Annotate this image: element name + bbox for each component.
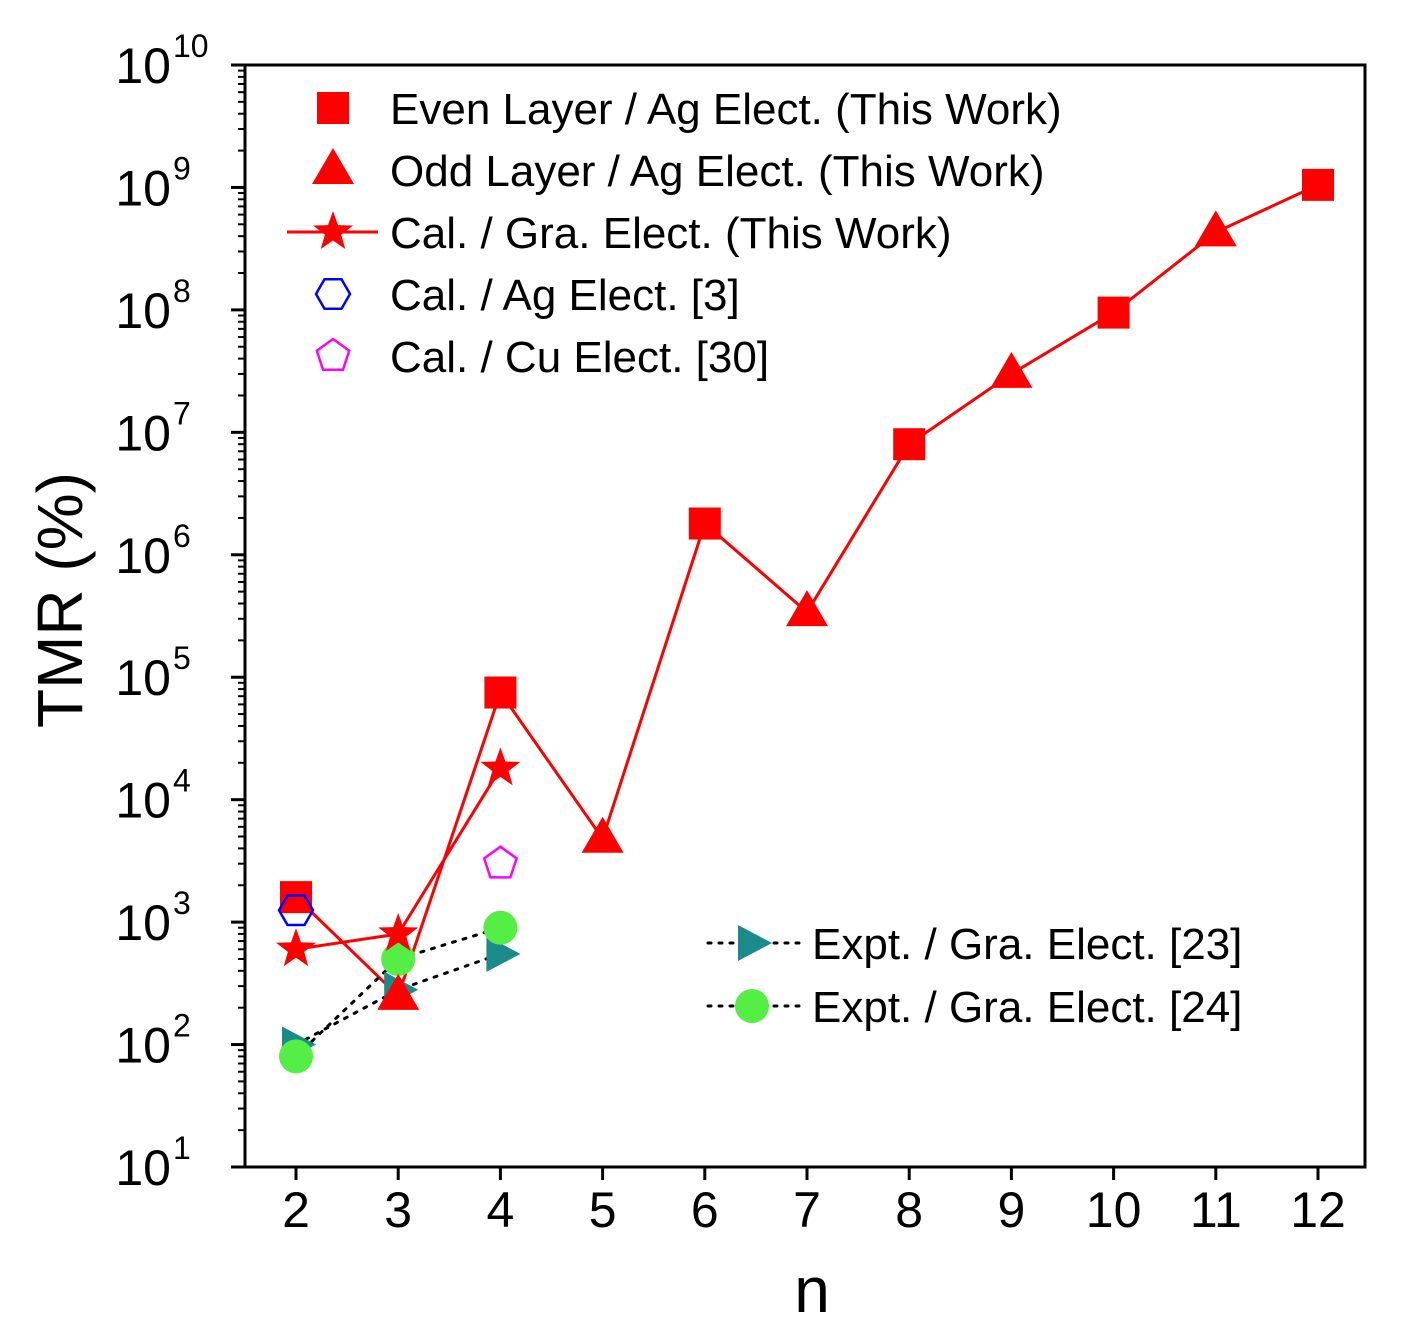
y-tick-label: 10 [115,405,171,461]
series-1-point [377,973,420,1010]
series-0-point [484,676,517,709]
y-tick-exponent: 3 [173,885,191,921]
y-tick-exponent: 1 [173,1130,191,1166]
y-tick-label: 10 [115,773,171,829]
x-tick-label: 11 [1190,1182,1242,1238]
y-tick-label: 10 [115,895,171,951]
legend-label: Cal. / Gra. Elect. (This Work) [390,209,952,258]
series-1-point [786,590,828,627]
series-0-point [280,881,312,914]
y-tick-label: 10 [115,1018,171,1074]
series-2-point [276,928,316,967]
x-tick-label: 12 [1290,1182,1346,1238]
series-2-point [480,747,521,786]
x-tick-label: 10 [1086,1182,1142,1238]
x-tick-label: 9 [997,1182,1025,1238]
series-1-point [990,351,1033,388]
y-tick-label: 10 [115,650,171,706]
series-1-point [1194,210,1237,247]
y-tick-exponent: 2 [173,1008,191,1044]
series-6-point [483,910,518,945]
y-tick-exponent: 5 [173,640,191,676]
series-0-point [1302,168,1334,201]
x-tick-label: 8 [895,1182,923,1238]
y-tick-exponent: 10 [173,28,209,64]
legend-label: Expt. / Gra. Elect. [23] [812,920,1242,969]
x-tick-label: 4 [486,1182,514,1238]
series-0-point [1097,296,1130,329]
series-4-point [482,845,519,879]
legend-marker [313,211,353,249]
legend-marker [317,92,349,124]
y-tick-label: 10 [115,1140,171,1196]
legend-marker [735,989,769,1023]
plot-marks [276,168,1334,1074]
series-6-point [279,1039,313,1074]
series-1-point [581,816,624,853]
series-6-point [381,941,416,976]
y-tick-exponent: 7 [173,395,191,431]
legend-marker [314,278,352,310]
x-tick-label: 2 [282,1182,310,1238]
x-tick-label: 5 [589,1182,617,1238]
plot-frame [243,63,1367,1169]
legend-marker [312,148,354,184]
series-0-point [893,428,926,461]
y-tick-label: 10 [115,528,171,584]
y-tick-label: 10 [115,283,171,339]
legend-label: Cal. / Cu Elect. [30] [390,333,769,382]
y-axis-title: TMR (%) [24,472,96,728]
y-tick-label: 10 [115,38,171,94]
y-tick-exponent: 9 [173,150,191,186]
legend-label: Even Layer / Ag Elect. (This Work) [390,85,1062,134]
y-tick-label: 10 [115,160,171,216]
y-tick-exponent: 4 [173,763,191,799]
legend-marker [738,925,772,961]
legend: Even Layer / Ag Elect. (This Work) Odd La… [287,85,1242,1032]
x-tick-label: 3 [384,1182,412,1238]
x-tick-label: 7 [793,1182,821,1238]
series-2-point [378,913,419,951]
legend-marker [315,337,351,372]
legend-label: Odd Layer / Ag Elect. (This Work) [390,147,1045,196]
y-tick-exponent: 6 [173,518,191,554]
y-tick-exponent: 8 [173,273,191,309]
series-5-line [294,952,502,1047]
series-6-line [294,926,502,1058]
series-3-point [277,894,315,927]
legend-label: Expt. / Gra. Elect. [24] [812,983,1242,1032]
x-axis-title: n [794,1254,830,1326]
series-0-point [688,507,721,540]
x-tick-label: 6 [691,1182,719,1238]
series-5-point [486,935,521,972]
legend-label: Cal. / Ag Elect. [3] [390,271,740,320]
